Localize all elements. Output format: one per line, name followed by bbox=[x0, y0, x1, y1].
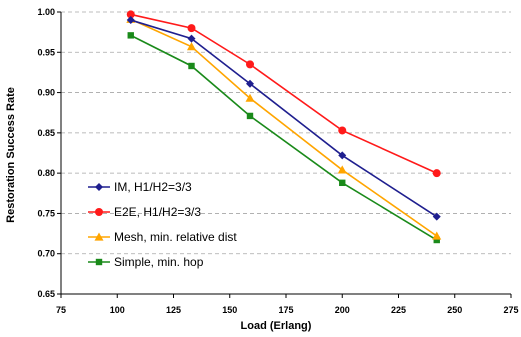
axes bbox=[57, 11, 512, 298]
data-point bbox=[187, 24, 196, 33]
series-line-2 bbox=[130, 18, 438, 237]
data-point bbox=[245, 93, 255, 102]
y-tick-label: 0.70 bbox=[37, 249, 55, 259]
legend-label: Simple, min. hop bbox=[114, 255, 204, 269]
legend-marker bbox=[95, 208, 103, 216]
data-point bbox=[246, 112, 254, 120]
legend-marker bbox=[94, 232, 104, 241]
x-tick-label: 100 bbox=[110, 305, 125, 315]
x-tick-label: 175 bbox=[278, 305, 293, 315]
series-2 bbox=[126, 14, 442, 240]
legend-entry-2: Mesh, min. relative dist bbox=[88, 230, 237, 244]
x-tick-label: 200 bbox=[335, 305, 350, 315]
data-point bbox=[127, 32, 134, 39]
legend-label: Mesh, min. relative dist bbox=[114, 230, 237, 244]
data-point bbox=[338, 126, 347, 135]
x-tick-label: 150 bbox=[222, 305, 237, 315]
legend-entry-3: Simple, min. hop bbox=[88, 255, 204, 269]
data-point bbox=[246, 60, 254, 69]
y-tick-labels: 0.65 0.70 0.75 0.80 0.85 0.90 0.95 1.00 bbox=[37, 7, 55, 299]
y-tick-label: 0.85 bbox=[37, 128, 55, 138]
data-point bbox=[432, 169, 441, 178]
x-axis-label: Load (Erlang) bbox=[241, 320, 312, 332]
legend-label: E2E, H1/H2=3/3 bbox=[114, 205, 201, 219]
series-1 bbox=[126, 10, 441, 178]
y-axis-label: Restoration Success Rate bbox=[5, 87, 17, 223]
y-tick-label: 0.75 bbox=[37, 208, 55, 218]
data-point bbox=[339, 179, 346, 187]
series-3 bbox=[127, 32, 440, 244]
data-point bbox=[188, 62, 195, 70]
x-tick-labels: 75 100 125 150 175 200 225 250 275 bbox=[56, 305, 519, 315]
legend-entry-1: E2E, H1/H2=3/3 bbox=[88, 205, 201, 219]
x-tick-label: 250 bbox=[447, 305, 462, 315]
x-tick-label: 225 bbox=[391, 305, 406, 315]
y-tick-label: 0.80 bbox=[37, 168, 55, 178]
y-tick-label: 0.95 bbox=[37, 47, 55, 57]
legend-marker bbox=[95, 258, 103, 266]
legend-label: IM, H1/H2=3/3 bbox=[114, 180, 192, 194]
x-tick-label: 125 bbox=[166, 305, 181, 315]
data-point bbox=[433, 236, 440, 244]
legend-marker bbox=[95, 183, 103, 191]
data-point bbox=[187, 34, 196, 43]
data-point bbox=[126, 16, 135, 25]
data-point bbox=[338, 151, 347, 160]
data-point bbox=[126, 10, 135, 19]
series-line-1 bbox=[130, 13, 438, 174]
legend: IM, H1/H2=3/3 E2E, H1/H2=3/3 Mesh, min. re… bbox=[88, 180, 237, 269]
y-tick-label: 0.90 bbox=[37, 88, 55, 98]
data-point bbox=[432, 212, 441, 221]
data-point bbox=[187, 42, 196, 51]
data-point bbox=[432, 231, 442, 240]
data-series bbox=[126, 10, 442, 244]
y-tick-label: 1.00 bbox=[37, 7, 55, 17]
data-point bbox=[337, 165, 347, 174]
x-tick-label: 75 bbox=[56, 305, 66, 315]
y-tick-label: 0.65 bbox=[37, 289, 55, 299]
x-tick-label: 275 bbox=[503, 305, 518, 315]
legend-entry-0: IM, H1/H2=3/3 bbox=[88, 180, 192, 194]
data-point bbox=[246, 79, 254, 88]
series-0 bbox=[126, 16, 441, 221]
